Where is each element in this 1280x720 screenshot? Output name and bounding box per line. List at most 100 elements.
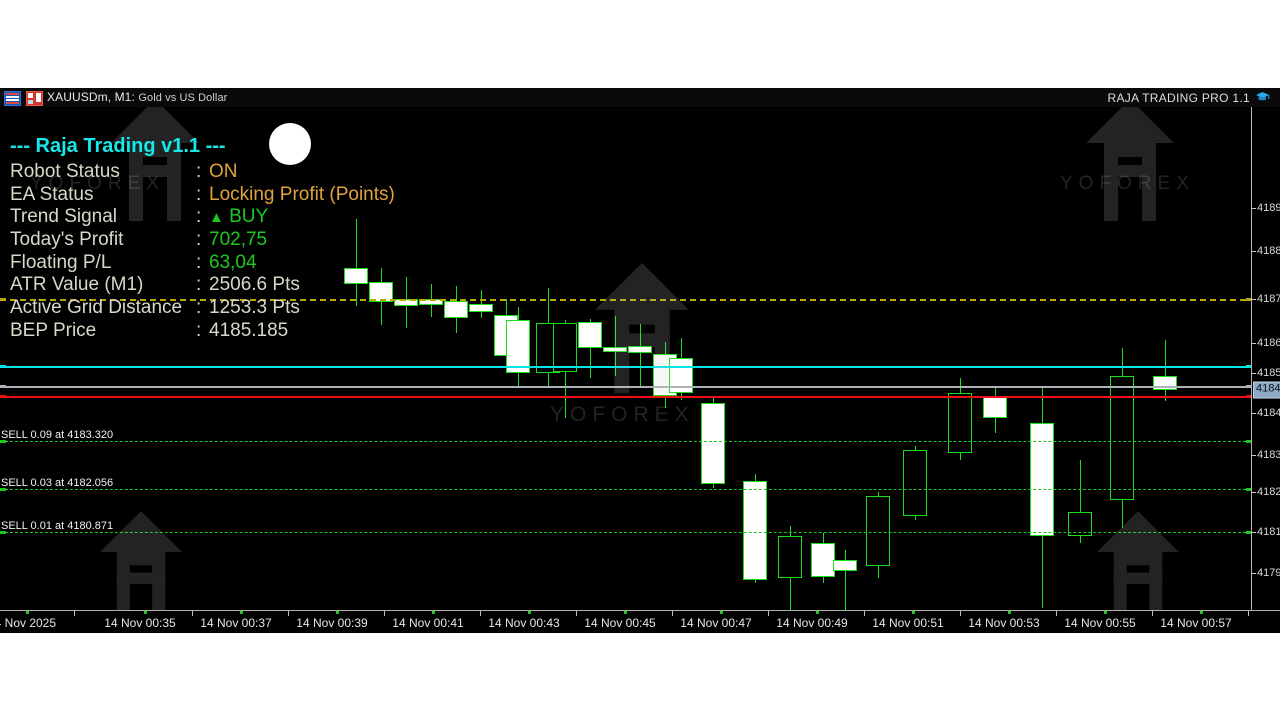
price-tick xyxy=(1251,251,1256,252)
panel-row-floating-p-l: Floating P/L:63,04 xyxy=(10,251,257,275)
sell-order-line-3[interactable] xyxy=(0,532,1246,533)
yoforex-watermark-logo xyxy=(1082,507,1194,610)
candlestick xyxy=(553,320,577,418)
stop-loss-line-axis-marker xyxy=(1246,395,1251,398)
panel-row-value: Locking Profit (Points) xyxy=(209,183,395,205)
panel-row-colon: : xyxy=(196,229,202,251)
candle-body xyxy=(1110,376,1134,500)
candle-body xyxy=(983,396,1007,418)
candle-wick xyxy=(614,316,616,376)
time-tick xyxy=(672,611,673,616)
candlestick xyxy=(506,307,530,388)
list-icon[interactable] xyxy=(4,91,21,106)
candle-body xyxy=(444,301,468,318)
panel-row-label: Floating P/L xyxy=(10,251,112,273)
panel-row-colon: : xyxy=(196,161,202,182)
price-tick xyxy=(1251,373,1256,374)
candle-body xyxy=(469,304,493,312)
candlestick xyxy=(1068,460,1092,543)
candle-body xyxy=(778,536,802,578)
bep-price-line[interactable] xyxy=(0,386,1246,388)
candlestick xyxy=(903,446,927,520)
price-tick-label: 4182 xyxy=(1257,486,1280,498)
price-tick xyxy=(1251,532,1256,533)
panel-row-label: Trend Signal xyxy=(10,206,118,228)
time-tick xyxy=(384,611,385,616)
time-tick-marker xyxy=(432,611,435,614)
time-tick-marker xyxy=(624,611,627,614)
time-tick-marker xyxy=(528,611,531,614)
time-tick-label: 14 Nov 00:57 xyxy=(1160,616,1232,630)
bep-price-line-axis-marker xyxy=(1246,385,1251,388)
candlestick xyxy=(669,338,693,400)
time-tick-label: 14 Nov 00:53 xyxy=(968,616,1040,630)
candlestick xyxy=(778,526,802,610)
sell-order-line-3-edge-marker xyxy=(0,531,6,534)
yoforex-watermark-text: YOFOREX xyxy=(1060,167,1246,197)
time-tick-label: 14 Nov 00:51 xyxy=(872,616,944,630)
time-tick-label: 14 Nov 00:37 xyxy=(200,616,272,630)
time-tick-marker xyxy=(26,611,29,614)
candle-body xyxy=(833,560,857,571)
panel-row-value: 2506.6 Pts xyxy=(209,274,300,296)
candle-wick xyxy=(639,324,641,388)
candlestick xyxy=(743,474,767,583)
time-tick-marker xyxy=(144,611,147,614)
order-label[interactable]: SELL 0.09 at 4183.320 xyxy=(1,429,114,441)
price-axis[interactable]: 4189 4188 4187 4186 4185 4184 4183 4182 4181 4179… xyxy=(1246,107,1280,610)
panel-row-colon: : xyxy=(196,274,202,296)
trend-up-arrow-icon: ▲ xyxy=(209,209,224,227)
order-label[interactable]: SELL 0.03 at 4182.056 xyxy=(1,477,114,489)
candlestick xyxy=(628,324,652,388)
time-tick-marker xyxy=(1104,611,1107,614)
panel-rows: Robot Status: ON EA Status: Locking Profit … xyxy=(10,161,395,343)
symbol-label: XAUUSDm, M1: xyxy=(47,90,135,104)
time-tick xyxy=(768,611,769,616)
panel-row-active-grid-distance: Active Grid Distance:1253.3 Pts xyxy=(10,297,300,320)
candlestick xyxy=(344,219,368,306)
time-tick-marker xyxy=(1008,611,1011,614)
chart-title-bar: XAUUSDm, M1: Gold vs US Dollar RAJA TRAD… xyxy=(0,88,1280,107)
time-tick-marker xyxy=(912,611,915,614)
candle-wick xyxy=(844,550,846,610)
ea-brand-label: RAJA TRADING PRO 1.1 xyxy=(1107,91,1250,105)
candle-wick xyxy=(1079,460,1081,543)
price-tick xyxy=(1251,413,1256,414)
panel-row-colon: : xyxy=(196,319,202,341)
candlestick xyxy=(983,386,1007,433)
candlestick xyxy=(811,533,835,583)
chart-plot-area[interactable]: YOFOREX YOFOREX YOFOREX xyxy=(0,107,1246,610)
grid-upper-line-axis-marker xyxy=(1246,365,1251,368)
candlestick xyxy=(1030,388,1054,608)
candle-wick xyxy=(1164,340,1166,401)
panel-row-value: 4185.185 xyxy=(209,319,289,341)
grid-upper-line[interactable] xyxy=(0,366,1246,368)
time-axis[interactable]: 14 Nov 2025 14 Nov 00:35 14 Nov 00:37 14 No… xyxy=(0,610,1280,633)
sell-order-line-2-axis-marker xyxy=(1246,488,1251,491)
time-tick xyxy=(74,611,75,616)
candle-body xyxy=(578,322,602,348)
take-profit-line[interactable] xyxy=(0,299,1246,301)
time-tick-marker xyxy=(816,611,819,614)
candlestick xyxy=(948,378,972,460)
time-tick-label: 14 Nov 00:45 xyxy=(584,616,656,630)
metatrader-chart-window: XAUUSDm, M1: Gold vs US Dollar RAJA TRAD… xyxy=(0,88,1280,633)
bep-price-line-edge-marker xyxy=(0,385,6,388)
time-tick xyxy=(864,611,865,616)
candlestick xyxy=(394,277,418,328)
sell-order-line-2[interactable] xyxy=(0,489,1246,490)
panel-row-robot-status: Robot Status: ON xyxy=(10,161,238,184)
stop-loss-line[interactable] xyxy=(0,396,1246,398)
sell-order-line-1[interactable] xyxy=(0,441,1246,442)
order-label[interactable]: SELL 0.01 at 4180.871 xyxy=(1,520,114,532)
stop-loss-line-edge-marker xyxy=(0,395,6,398)
panel-row-value: 63,04 xyxy=(209,251,257,273)
grid-upper-line-edge-marker xyxy=(0,365,6,368)
candle-body xyxy=(506,320,530,373)
candle-body xyxy=(811,543,835,577)
save-icon[interactable] xyxy=(26,91,43,106)
time-tick xyxy=(576,611,577,616)
candle-body xyxy=(1030,423,1054,536)
take-profit-line-edge-marker xyxy=(0,298,6,301)
panel-row-value: ▲ BUY xyxy=(209,206,269,228)
